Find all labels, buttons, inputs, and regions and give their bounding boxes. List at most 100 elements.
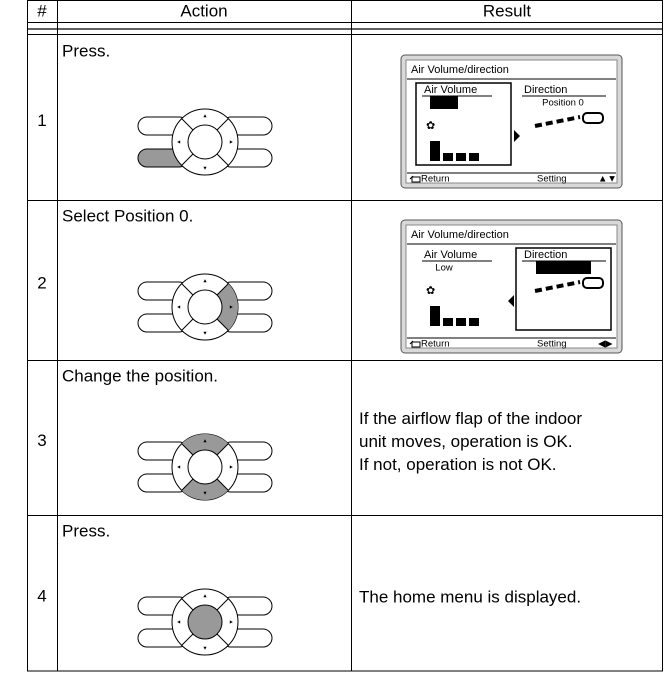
- result-text: The home menu is displayed.: [359, 587, 581, 606]
- ring-divider: [181, 153, 194, 166]
- volume-bar: [469, 153, 479, 161]
- volume-bar: [469, 318, 479, 326]
- result-text: unit moves, operation is OK.: [359, 432, 573, 451]
- flap: [582, 277, 604, 289]
- ring-divider: [181, 318, 194, 331]
- remote-center: [187, 124, 223, 160]
- air-volume-value: Low: [435, 98, 453, 109]
- header-result: Result: [483, 1, 531, 20]
- nav-arrows: ◀▶: [598, 339, 613, 350]
- arrow-dot: [203, 439, 207, 443]
- header-action: Action: [180, 1, 227, 20]
- screen-title: Air Volume/direction: [411, 229, 509, 241]
- return-icon: [409, 340, 421, 348]
- value-highlight: [430, 96, 458, 109]
- select-arrow: [508, 295, 514, 307]
- ring-divider: [181, 443, 194, 456]
- flap-dashes: [534, 280, 581, 293]
- remote-center: [187, 289, 223, 325]
- volume-bar: [443, 318, 453, 326]
- fan-icon: ✿: [426, 285, 435, 297]
- air-volume-label: Air Volume: [424, 249, 477, 261]
- row-number: 2: [37, 273, 46, 292]
- direction-label: Direction: [524, 84, 567, 96]
- nav-arrows: ▲▼: [598, 174, 617, 185]
- ring-divider: [216, 153, 229, 166]
- lcd-screen: Air Volume/direction Air Volume Low✿ Direct…: [400, 219, 623, 354]
- setting-label: Setting: [537, 174, 567, 185]
- direction-label: Direction: [524, 249, 567, 261]
- ring-divider: [181, 118, 194, 131]
- remote-pad: [137, 273, 273, 341]
- ring-divider: [181, 598, 194, 611]
- header-number: #: [37, 1, 47, 20]
- ring-divider: [181, 478, 194, 491]
- ring-divider: [216, 633, 229, 646]
- arrow-dot: [177, 620, 181, 624]
- ring-divider: [181, 633, 194, 646]
- direction-value: Position 0: [542, 263, 584, 274]
- row-number: 3: [37, 431, 46, 450]
- remote-pad: [137, 588, 273, 656]
- value-highlight: [536, 261, 591, 274]
- arrow-dot: [203, 279, 207, 283]
- arrow-dot: [203, 331, 207, 335]
- action-text: Press.: [62, 41, 110, 60]
- screen-area: [405, 224, 618, 349]
- direction-value: Position 0: [542, 98, 584, 109]
- row-number: 1: [37, 111, 46, 130]
- lcd-screen: Air Volume/direction Air Volume Low✿ Direct…: [400, 54, 623, 189]
- remote-pad: [137, 108, 273, 176]
- panel-frame: [515, 247, 612, 331]
- arrow-dot: [177, 305, 181, 309]
- volume-bar: [456, 318, 466, 326]
- action-text: Change the position.: [62, 366, 218, 385]
- select-arrow: [514, 130, 520, 142]
- remote-center: [187, 449, 223, 485]
- arrow-dot: [203, 594, 207, 598]
- arrow-dot: [203, 491, 207, 495]
- volume-bar: [456, 153, 466, 161]
- ring-divider: [216, 598, 229, 611]
- arrow-dot: [177, 465, 181, 469]
- arrow-dot: [229, 305, 233, 309]
- ring-highlight: [217, 283, 239, 331]
- arrow-dot: [229, 465, 233, 469]
- ring-divider: [216, 283, 229, 296]
- setting-label: Setting: [537, 339, 567, 350]
- arrow-dot: [229, 140, 233, 144]
- arrow-dot: [203, 114, 207, 118]
- air-volume-value: Low: [435, 263, 453, 274]
- air-volume-label: Air Volume: [424, 84, 477, 96]
- volume-bar: [443, 153, 453, 161]
- ring-highlight: [181, 479, 229, 501]
- result-text: If the airflow flap of the indoor: [359, 409, 582, 428]
- ring-divider: [216, 443, 229, 456]
- return-icon: [409, 175, 421, 183]
- return-label: Return: [421, 174, 450, 185]
- arrow-dot: [203, 646, 207, 650]
- remote-pad: [137, 433, 273, 501]
- return-label: Return: [421, 339, 450, 350]
- ring-divider: [216, 118, 229, 131]
- arrow-dot: [177, 140, 181, 144]
- arrow-dot: [203, 166, 207, 170]
- table-border: [27, 0, 663, 672]
- volume-bar: [430, 141, 440, 161]
- row-number: 4: [37, 586, 46, 605]
- remote-center: [187, 604, 223, 640]
- ring-divider: [216, 318, 229, 331]
- action-text: Select Position 0.: [62, 206, 193, 225]
- fan-icon: ✿: [426, 120, 435, 132]
- ring-highlight: [181, 434, 229, 455]
- result-text: If not, operation is not OK.: [359, 455, 557, 474]
- arrow-dot: [229, 620, 233, 624]
- action-text: Press.: [62, 521, 110, 540]
- flap: [582, 112, 604, 124]
- screen-title: Air Volume/direction: [411, 64, 509, 76]
- flap-dashes: [534, 115, 581, 128]
- volume-bar: [430, 306, 440, 326]
- ring-divider: [216, 478, 229, 491]
- ring-divider: [181, 283, 194, 296]
